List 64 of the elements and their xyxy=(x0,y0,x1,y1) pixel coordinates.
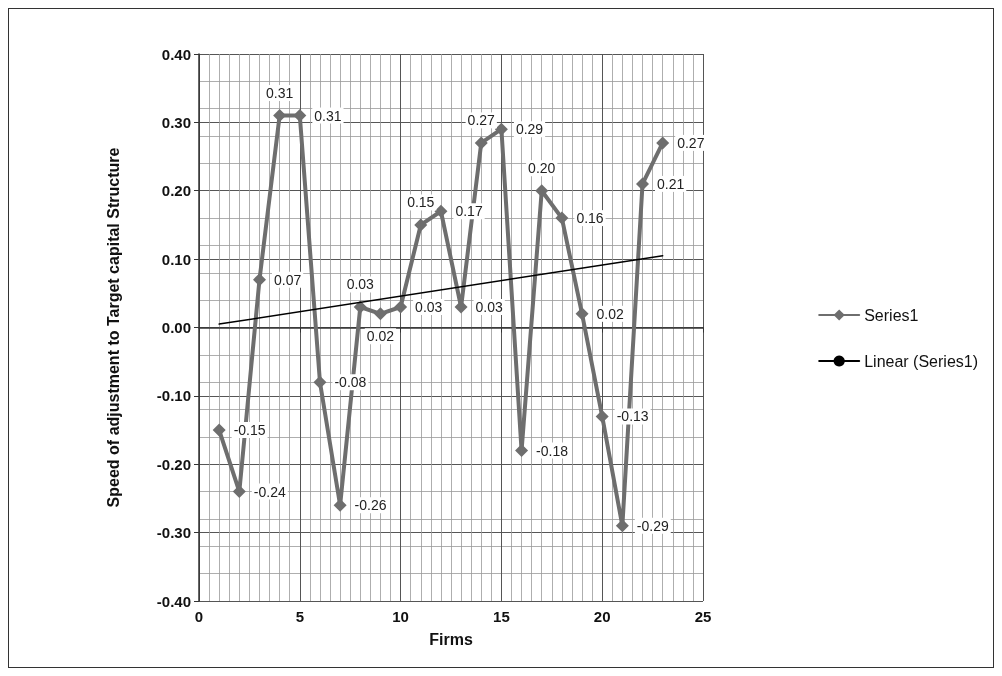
point xyxy=(474,136,488,150)
point xyxy=(615,519,629,533)
data-label: 0.20 xyxy=(528,160,556,177)
data-label: 0.27 xyxy=(677,134,705,151)
x-tick-label: 10 xyxy=(392,608,409,625)
y-tick-label: 0.00 xyxy=(161,319,191,336)
y-tick-label: -0.30 xyxy=(156,524,191,542)
point xyxy=(273,109,287,123)
point xyxy=(555,211,569,225)
point xyxy=(454,300,468,314)
data-label: -0.29 xyxy=(636,517,669,534)
x-tick-label: 0 xyxy=(194,608,204,625)
data-label: 0.31 xyxy=(266,85,294,102)
data-label: 0.31 xyxy=(314,107,342,124)
point xyxy=(252,273,266,287)
point xyxy=(515,444,529,458)
x-tick-label: 5 xyxy=(295,608,304,625)
point xyxy=(373,307,387,321)
point xyxy=(595,409,609,423)
data-label: 0.02 xyxy=(366,328,395,345)
data-label: -0.18 xyxy=(536,442,569,459)
data-label: -0.08 xyxy=(334,374,367,391)
point xyxy=(232,485,246,499)
data-label: 0.27 xyxy=(467,112,496,129)
point xyxy=(293,109,307,123)
data-label: 0.15 xyxy=(407,194,435,211)
data-label: 0.03 xyxy=(415,298,443,315)
legend-label: Series1 xyxy=(864,306,919,324)
data-label: -0.13 xyxy=(616,408,649,425)
y-tick-label: 0.40 xyxy=(161,45,191,63)
data-label: 0.03 xyxy=(346,276,375,293)
data-label: 0.02 xyxy=(596,305,624,322)
x-axis-title: Firms xyxy=(429,630,473,648)
x-tick-label: 15 xyxy=(493,608,510,625)
point xyxy=(353,300,367,314)
y-tick-label: -0.40 xyxy=(156,592,191,610)
point xyxy=(212,423,226,437)
y-tick-label: -0.10 xyxy=(156,387,191,405)
y-axis-title: Speed of adjustment to Target capital Structure xyxy=(104,147,122,508)
y-tick-label: 0.20 xyxy=(161,182,191,200)
point xyxy=(636,177,650,191)
point xyxy=(414,218,428,232)
x-tick-label: 20 xyxy=(593,608,611,625)
data-label: -0.24 xyxy=(253,483,286,500)
point xyxy=(313,375,327,389)
data-label: 0.29 xyxy=(515,121,544,138)
data-label: -0.15 xyxy=(233,422,266,439)
point xyxy=(394,300,408,314)
y-tick-label: -0.20 xyxy=(156,455,191,473)
point xyxy=(434,204,448,218)
point xyxy=(494,122,508,136)
x-tick-label: 25 xyxy=(694,608,712,625)
y-tick-label: 0.30 xyxy=(161,113,191,131)
data-label: -0.26 xyxy=(354,497,387,514)
data-label: 0.07 xyxy=(273,271,302,288)
point xyxy=(575,307,589,321)
data-label: 0.16 xyxy=(576,210,604,227)
point xyxy=(535,184,549,198)
data-label: 0.21 xyxy=(657,175,685,192)
point xyxy=(656,136,670,150)
data-label: 0.03 xyxy=(475,298,504,315)
data-label: 0.17 xyxy=(455,203,483,220)
legend-label: Linear (Series1) xyxy=(864,352,978,370)
y-tick-label: 0.10 xyxy=(161,250,191,268)
